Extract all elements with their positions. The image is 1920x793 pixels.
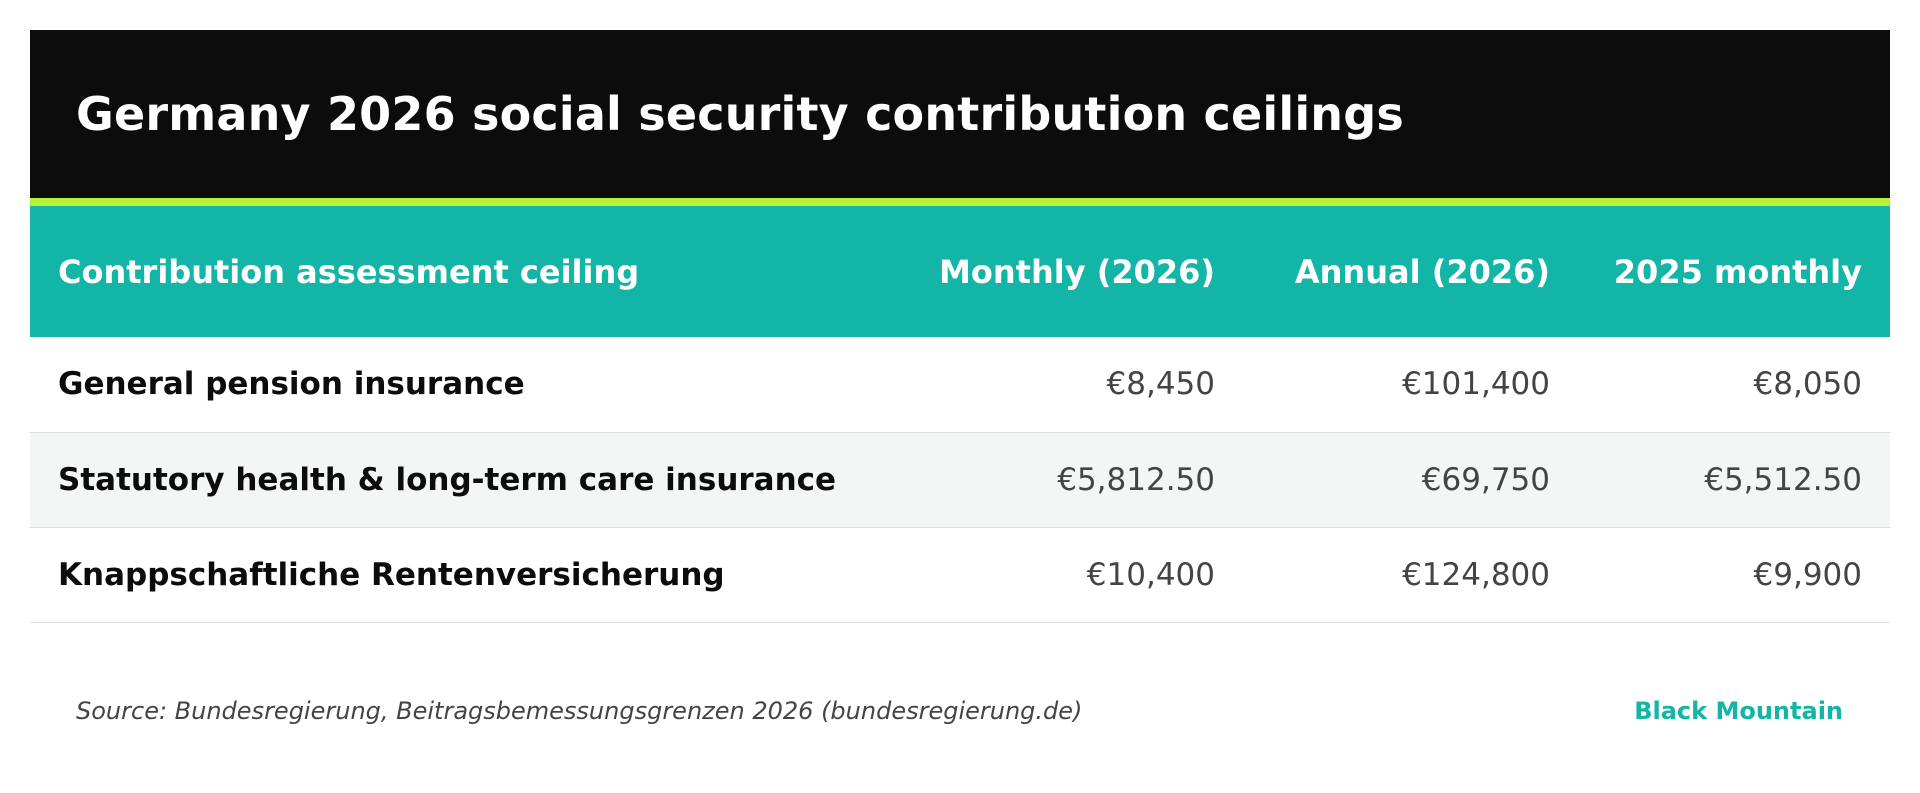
table-body: General pension insurance €8,450 €101,40…	[30, 337, 1890, 622]
monthly-2025-cell: €8,050	[1753, 366, 1862, 403]
row-label: Knappschaftliche Rentenversicherung	[58, 556, 725, 593]
column-header-monthly-2026: Monthly (2026)	[939, 252, 1215, 291]
monthly-2026-cell: €5,812.50	[1057, 461, 1215, 498]
page-title: Germany 2026 social security contributio…	[76, 87, 1404, 141]
table-card: Germany 2026 social security contributio…	[30, 30, 1890, 623]
source-note: Source: Bundesregierung, Beitragsbemessu…	[76, 697, 1083, 725]
column-header-ceiling: Contribution assessment ceiling	[58, 252, 640, 291]
monthly-2025-cell: €5,512.50	[1704, 461, 1862, 498]
monthly-2025-cell: €9,900	[1753, 556, 1862, 593]
brand-label: Black Mountain	[1634, 697, 1843, 725]
column-header-annual-2026: Annual (2026)	[1294, 252, 1550, 291]
monthly-2026-cell: €8,450	[1106, 366, 1215, 403]
annual-2026-cell: €69,750	[1421, 461, 1550, 498]
header-row: Contribution assessment ceiling Monthly …	[30, 206, 1890, 337]
table-row: General pension insurance €8,450 €101,40…	[30, 337, 1890, 432]
ceilings-table: Contribution assessment ceiling Monthly …	[30, 206, 1890, 623]
table-row: Statutory health & long-term care insura…	[30, 432, 1890, 527]
row-label: Statutory health & long-term care insura…	[58, 461, 837, 498]
accent-divider	[30, 198, 1890, 206]
footer: Source: Bundesregierung, Beitragsbemessu…	[30, 652, 1890, 772]
annual-2026-cell: €124,800	[1402, 556, 1550, 593]
table-header: Contribution assessment ceiling Monthly …	[30, 206, 1890, 337]
annual-2026-cell: €101,400	[1402, 366, 1550, 403]
table-row: Knappschaftliche Rentenversicherung €10,…	[30, 527, 1890, 622]
column-header-monthly-2025: 2025 monthly	[1613, 252, 1862, 291]
monthly-2026-cell: €10,400	[1086, 556, 1215, 593]
row-label: General pension insurance	[58, 366, 525, 403]
title-bar: Germany 2026 social security contributio…	[30, 30, 1890, 198]
